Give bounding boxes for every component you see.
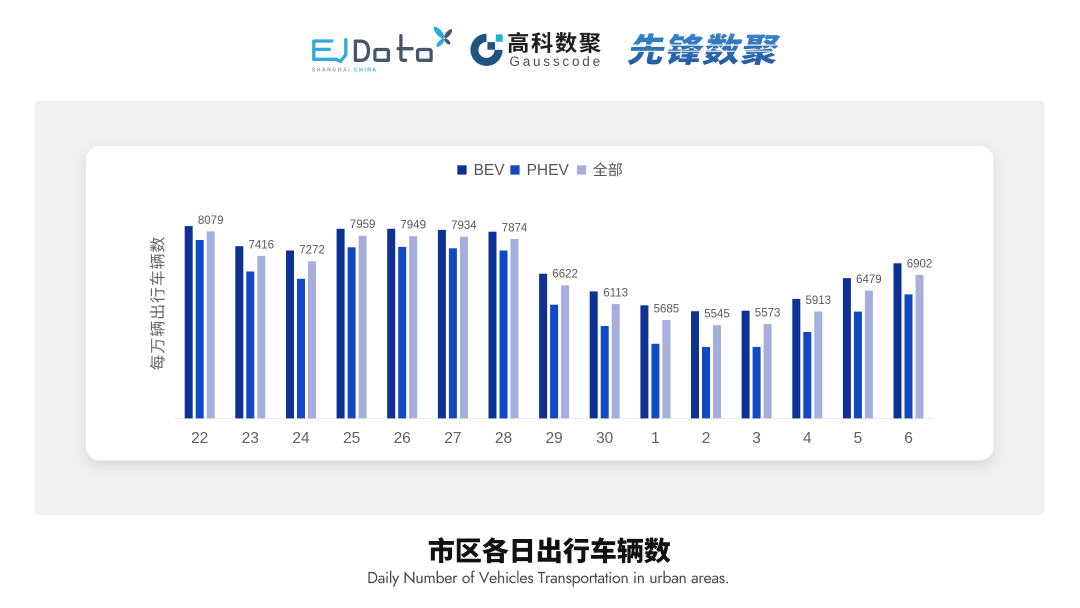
svg-text:6479: 6479 bbox=[856, 274, 882, 286]
svg-text:2: 2 bbox=[702, 430, 711, 447]
svg-text:27: 27 bbox=[444, 430, 461, 447]
svg-text:5: 5 bbox=[854, 430, 863, 447]
svg-text:6902: 6902 bbox=[907, 258, 933, 270]
svg-text:5545: 5545 bbox=[704, 309, 730, 321]
svg-text:28: 28 bbox=[495, 430, 512, 447]
svg-text:29: 29 bbox=[545, 430, 562, 447]
svg-text:22: 22 bbox=[191, 430, 208, 447]
svg-text:Gausscode: Gausscode bbox=[509, 54, 603, 69]
svg-text:6113: 6113 bbox=[603, 288, 628, 300]
svg-text:7416: 7416 bbox=[249, 239, 275, 251]
svg-text:SHANGHAI CHINA: SHANGHAI CHINA bbox=[312, 68, 378, 74]
svg-text:7934: 7934 bbox=[451, 220, 477, 232]
svg-text:PHEV: PHEV bbox=[527, 162, 570, 179]
svg-text:7949: 7949 bbox=[400, 220, 426, 232]
svg-text:6: 6 bbox=[904, 430, 913, 447]
svg-text:7272: 7272 bbox=[299, 245, 325, 257]
svg-text:24: 24 bbox=[292, 430, 310, 447]
svg-text:7959: 7959 bbox=[350, 219, 376, 231]
svg-text:4: 4 bbox=[803, 430, 812, 447]
svg-text:26: 26 bbox=[394, 430, 411, 447]
svg-text:BEV: BEV bbox=[474, 162, 506, 179]
svg-text:5685: 5685 bbox=[654, 303, 680, 315]
svg-text:1: 1 bbox=[651, 430, 660, 447]
svg-text:7874: 7874 bbox=[502, 222, 528, 234]
svg-text:23: 23 bbox=[242, 430, 259, 447]
svg-text:5913: 5913 bbox=[806, 295, 832, 307]
svg-text:5573: 5573 bbox=[755, 308, 781, 320]
svg-text:6622: 6622 bbox=[552, 269, 578, 281]
svg-text:3: 3 bbox=[752, 430, 761, 447]
svg-text:30: 30 bbox=[596, 430, 614, 447]
svg-text:25: 25 bbox=[343, 430, 360, 447]
svg-text:8079: 8079 bbox=[198, 215, 224, 227]
